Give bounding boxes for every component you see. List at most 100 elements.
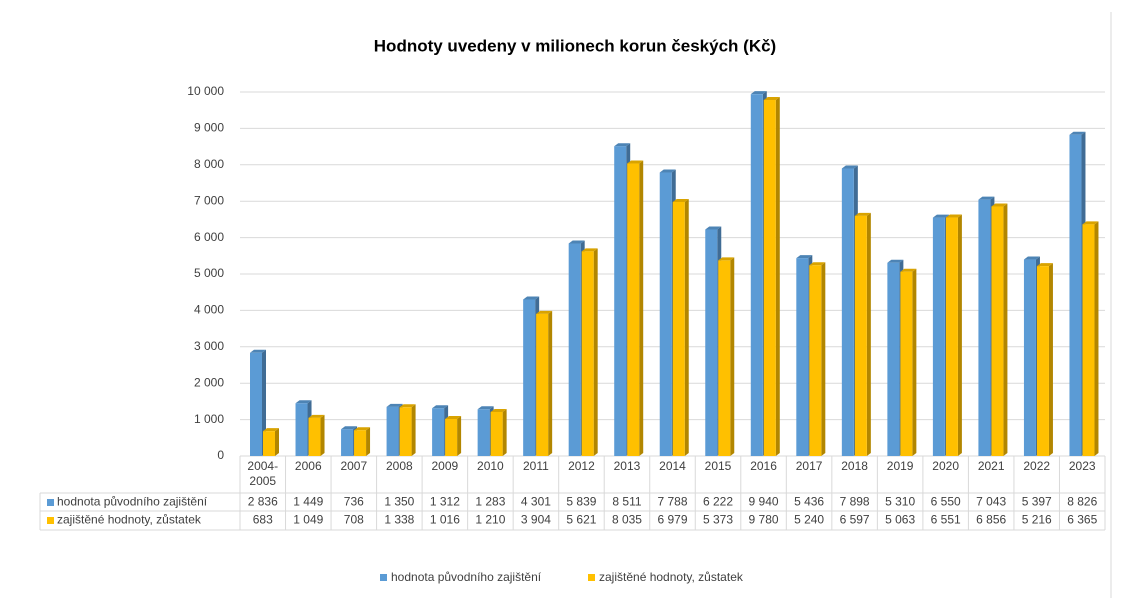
table-value: 5 240 — [794, 513, 824, 527]
x-tick-label: 2023 — [1068, 459, 1096, 473]
x-tick-label-box: 2007 — [340, 459, 367, 473]
bar — [445, 419, 458, 456]
bar-top — [250, 349, 266, 353]
bar — [477, 409, 490, 456]
bar — [1023, 259, 1036, 456]
bar-top — [809, 262, 826, 266]
y-tick-label: 1 000 — [194, 412, 224, 426]
bar-top — [295, 400, 312, 404]
bar — [705, 229, 718, 456]
table-legend-key — [47, 517, 54, 524]
y-tick-label: 6 000 — [194, 230, 224, 244]
table-value: 1 283 — [475, 495, 505, 509]
x-tick-label-box: 2006 — [295, 459, 322, 473]
x-tick-label-box: 2019 — [887, 459, 914, 473]
x-tick-label: 2008 — [385, 459, 413, 473]
bar-top — [1069, 131, 1086, 135]
table-value: 8 826 — [1067, 495, 1097, 509]
y-tick-label: 9 000 — [194, 121, 224, 135]
bar — [659, 172, 672, 457]
bar — [536, 313, 549, 456]
bar — [354, 430, 367, 456]
bar-side — [411, 404, 416, 456]
bar-side — [1094, 221, 1099, 456]
bar — [945, 217, 958, 456]
y-tick-label: 2 000 — [194, 375, 224, 389]
bar — [295, 403, 308, 456]
bar-top — [900, 268, 917, 272]
bar-side — [866, 212, 871, 456]
bar — [1082, 224, 1095, 456]
x-tick-label-box: 2013 — [613, 459, 641, 473]
x-tick-label-box: 2020 — [932, 459, 959, 473]
bar-top — [341, 426, 358, 430]
bar-top — [991, 203, 1008, 207]
bar-top — [386, 403, 403, 407]
y-tick-label: 7 000 — [194, 193, 224, 207]
table-value: 6 551 — [931, 513, 961, 527]
table-value: 9 780 — [749, 513, 779, 527]
bar-top — [932, 214, 949, 218]
bar-top — [581, 248, 598, 252]
bar — [386, 406, 399, 456]
bar-top — [978, 196, 995, 200]
x-tick-label: 2004-2005 — [247, 459, 279, 488]
bar — [614, 146, 627, 457]
y-tick-label: 0 — [217, 448, 224, 462]
bar-side — [684, 198, 689, 456]
x-tick-label-box: 2017 — [796, 459, 823, 473]
bar-side — [1003, 203, 1008, 456]
table-value: 1 338 — [384, 513, 414, 527]
y-tick-label: 8 000 — [194, 157, 224, 171]
table-value: 1 449 — [293, 495, 323, 509]
x-tick-label-box: 2015 — [704, 459, 732, 473]
y-tick-label: 5 000 — [194, 266, 224, 280]
x-tick-label: 2015 — [704, 459, 732, 473]
bar-top — [308, 414, 325, 418]
bar-top — [854, 212, 871, 216]
bar — [887, 262, 900, 456]
table-value: 6 550 — [931, 495, 961, 509]
x-tick-label-box: 2023 — [1068, 459, 1096, 473]
x-tick-label: 2011 — [523, 459, 549, 473]
bar-side — [457, 416, 462, 456]
x-tick-label-box: 2021 — [977, 459, 1005, 473]
table-value: 736 — [344, 495, 364, 509]
table-value: 8 511 — [612, 495, 641, 509]
legend-label: zajištěné hodnoty, zůstatek — [599, 570, 744, 584]
x-tick-label-box: 2010 — [477, 459, 504, 473]
x-tick-label: 2020 — [932, 459, 959, 473]
table-series-name: zajištěné hodnoty, zůstatek — [57, 513, 202, 527]
x-tick-label-box: 2016 — [750, 459, 777, 473]
table-value: 6 365 — [1067, 513, 1097, 527]
legend-key — [588, 574, 595, 581]
bar-side — [957, 214, 962, 456]
x-tick-label-box: 2012 — [568, 459, 595, 473]
bar — [581, 251, 594, 456]
bar — [1069, 134, 1082, 457]
table-value: 5 621 — [566, 513, 596, 527]
table-value: 5 436 — [794, 495, 824, 509]
y-tick-label: 4 000 — [194, 303, 224, 317]
bar-side — [775, 97, 780, 457]
x-tick-label: 2010 — [477, 459, 504, 473]
table-value: 8 035 — [612, 513, 642, 527]
bar-top — [263, 428, 279, 432]
bar — [991, 206, 1004, 456]
legend-label: hodnota původního zajištění — [391, 570, 542, 584]
x-tick-label: 2013 — [613, 459, 641, 473]
bar-top — [614, 143, 631, 147]
bar — [978, 199, 991, 456]
table-value: 5 310 — [885, 495, 915, 509]
bar — [399, 407, 412, 456]
x-tick-label-box: 2004-2005 — [247, 459, 279, 488]
table-value: 7 043 — [976, 495, 1006, 509]
bar-top — [763, 97, 780, 101]
table-value: 5 397 — [1022, 495, 1052, 509]
x-tick-label: 2021 — [977, 459, 1005, 473]
bar — [900, 271, 913, 456]
table-value: 2 836 — [248, 495, 278, 509]
x-tick-label-box: 2018 — [841, 459, 868, 473]
bar-top — [1036, 263, 1053, 267]
x-tick-label: 2018 — [841, 459, 868, 473]
